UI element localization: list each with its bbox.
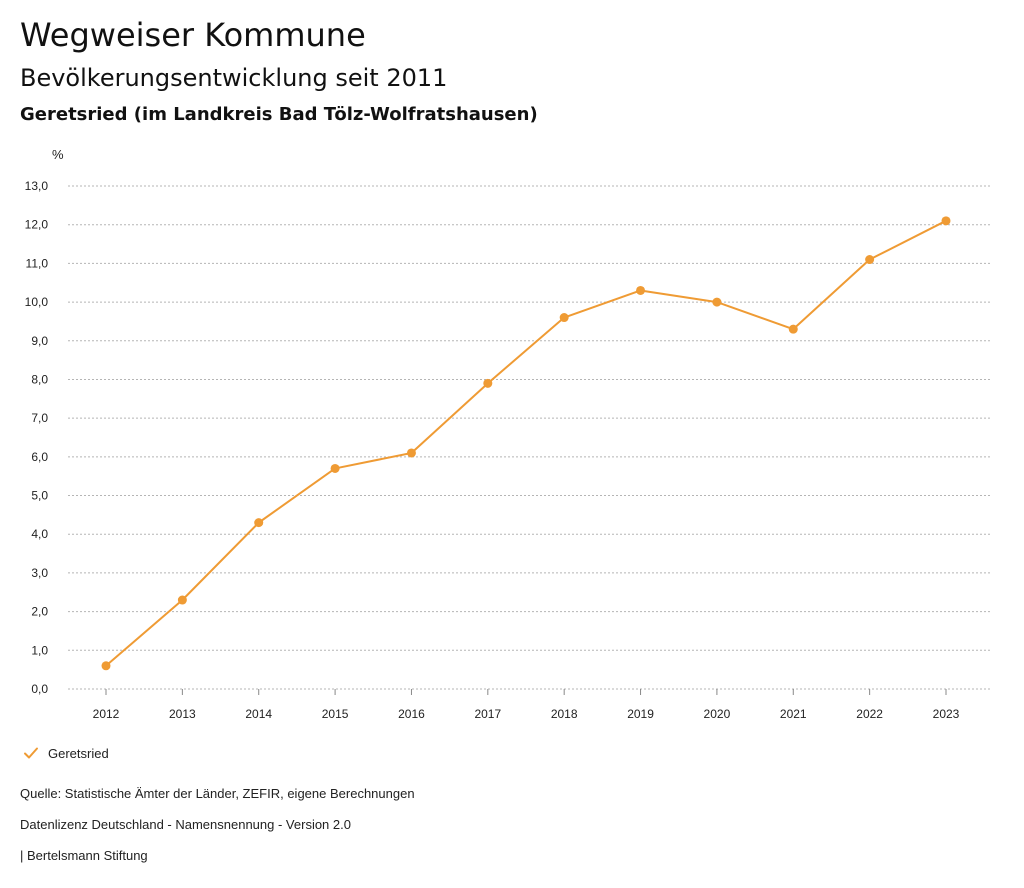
y-unit-label: %	[52, 147, 64, 162]
y-tick-label: 10,0	[25, 295, 49, 309]
data-point[interactable]	[483, 378, 493, 388]
x-axis: 2012 2013 2014 2015 2016 2017 2018 2019 2020 2021…	[93, 689, 960, 721]
y-tick-label: 3,0	[31, 566, 48, 580]
series-geretsried	[101, 216, 951, 671]
region-label: Geretsried (im Landkreis Bad Tölz-Wolfra…	[20, 104, 538, 125]
legend-item-label: Geretsried	[48, 745, 109, 761]
chart-subtitle: Bevölkerungsentwicklung seit 2011	[20, 64, 448, 92]
x-tick-label: 2016	[398, 707, 425, 721]
legend[interactable]: Geretsried	[22, 744, 109, 762]
y-tick-label: 1,0	[31, 643, 48, 657]
y-tick-label: 12,0	[25, 218, 49, 232]
y-tick-label: 8,0	[31, 372, 48, 386]
series-line	[105, 219, 947, 667]
x-tick-label: 2014	[245, 707, 272, 721]
x-tick-label: 2020	[704, 707, 731, 721]
x-tick-label: 2012	[93, 707, 120, 721]
data-point[interactable]	[101, 661, 111, 671]
publisher-text: | Bertelsmann Stiftung	[20, 848, 148, 863]
data-point[interactable]	[254, 518, 264, 528]
y-tick-label: 4,0	[31, 527, 48, 541]
data-point[interactable]	[559, 313, 569, 323]
x-tick-label: 2013	[169, 707, 196, 721]
y-tick-label: 0,0	[31, 682, 48, 696]
gridlines	[68, 185, 990, 690]
data-point[interactable]	[406, 448, 416, 458]
x-tick-label: 2018	[551, 707, 578, 721]
x-tick-label: 2015	[322, 707, 349, 721]
x-tick-label: 2022	[856, 707, 883, 721]
data-point[interactable]	[865, 255, 875, 265]
x-tick-label: 2017	[474, 707, 501, 721]
data-point[interactable]	[330, 463, 340, 473]
chart-title: Wegweiser Kommune	[20, 16, 366, 54]
data-point[interactable]	[788, 324, 798, 334]
y-tick-label: 5,0	[31, 489, 48, 503]
data-point[interactable]	[177, 595, 187, 605]
data-point[interactable]	[712, 297, 722, 307]
y-tick-label: 11,0	[26, 256, 49, 270]
line-chart: % 0,0 1,0 2,0 3,0 4,0 5,0 6,0 7,0 8,0 9,0 10,0 11,0 1…	[25, 147, 990, 721]
x-tick-label: 2021	[780, 707, 807, 721]
x-tick-label: 2019	[627, 707, 654, 721]
x-tick-label: 2023	[933, 707, 960, 721]
y-tick-label: 9,0	[31, 334, 48, 348]
check-icon	[24, 747, 38, 759]
source-text: Quelle: Statistische Ämter der Länder, Z…	[20, 786, 415, 801]
y-tick-label: 6,0	[31, 450, 48, 464]
y-axis: % 0,0 1,0 2,0 3,0 4,0 5,0 6,0 7,0 8,0 9,0 10,0 11,0 1…	[25, 147, 64, 696]
y-tick-label: 7,0	[31, 411, 48, 425]
data-point[interactable]	[636, 285, 646, 295]
y-tick-label: 13,0	[25, 179, 49, 193]
license-text: Datenlizenz Deutschland - Namensnennung …	[20, 817, 351, 832]
data-point[interactable]	[941, 216, 951, 226]
y-tick-label: 2,0	[31, 605, 48, 619]
